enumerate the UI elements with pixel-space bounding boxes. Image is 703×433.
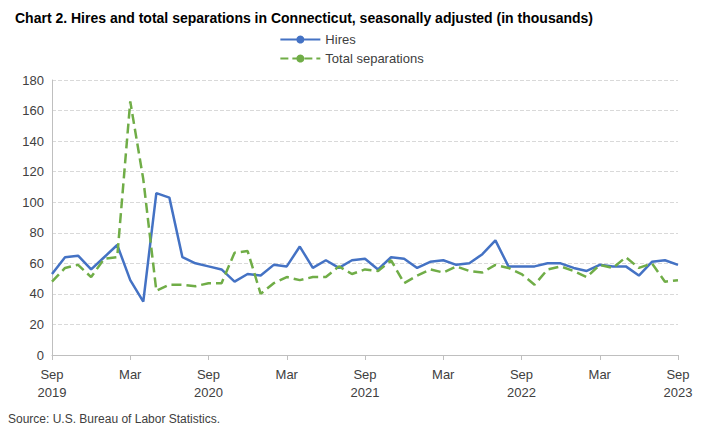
svg-text:Source: U.S. Bureau of Labor S: Source: U.S. Bureau of Labor Statistics.: [8, 412, 220, 426]
svg-text:2019: 2019: [38, 385, 67, 400]
svg-text:2023: 2023: [664, 385, 693, 400]
svg-text:Mar: Mar: [432, 367, 455, 382]
svg-text:Chart 2. Hires and total separ: Chart 2. Hires and total separations in …: [15, 10, 593, 26]
svg-text:120: 120: [22, 164, 44, 179]
svg-text:180: 180: [22, 73, 44, 88]
svg-text:140: 140: [22, 134, 44, 149]
svg-text:Sep: Sep: [197, 367, 220, 382]
svg-text:Sep: Sep: [510, 367, 533, 382]
svg-text:Sep: Sep: [666, 367, 689, 382]
svg-text:Hires: Hires: [325, 32, 356, 47]
svg-text:0: 0: [37, 348, 44, 363]
svg-text:80: 80: [30, 225, 44, 240]
svg-text:Mar: Mar: [119, 367, 142, 382]
svg-text:160: 160: [22, 103, 44, 118]
svg-text:100: 100: [22, 195, 44, 210]
svg-text:20: 20: [30, 317, 44, 332]
svg-text:2020: 2020: [194, 385, 223, 400]
svg-text:2022: 2022: [507, 385, 536, 400]
svg-text:Mar: Mar: [276, 367, 299, 382]
svg-text:Mar: Mar: [589, 367, 612, 382]
svg-text:Sep: Sep: [353, 367, 376, 382]
svg-text:60: 60: [30, 256, 44, 271]
svg-text:Sep: Sep: [40, 367, 63, 382]
svg-text:Total separations: Total separations: [325, 51, 424, 66]
svg-text:40: 40: [30, 286, 44, 301]
svg-text:2021: 2021: [351, 385, 380, 400]
